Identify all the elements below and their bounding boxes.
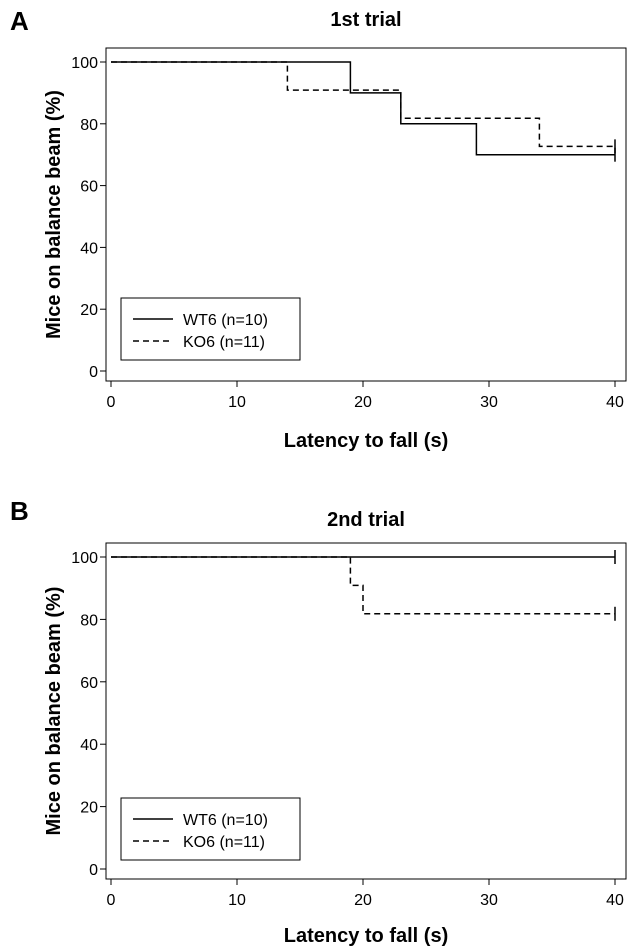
chart-panel-b: B 2nd trial 0 20 40 60 80 100 0 10 20 30 40 Latency t… (10, 496, 627, 947)
y-tick-label: 60 (80, 179, 98, 196)
x-tick-label: 20 (354, 394, 372, 411)
series-line-ko6 (111, 556, 615, 615)
x-tick-label: 0 (107, 394, 116, 411)
plot-frame (105, 47, 627, 382)
x-tick-label: 30 (480, 892, 498, 909)
legend: WT6 (n=10) KO6 (n=11) (120, 797, 301, 861)
y-axis-label: Mice on balance beam (%) (43, 90, 65, 339)
x-tick-label: 20 (354, 892, 372, 909)
x-tick-label: 10 (228, 892, 246, 909)
y-tick-label: 60 (80, 675, 98, 692)
y-tick-label: 100 (71, 55, 98, 72)
y-tick-label: 40 (80, 240, 98, 257)
y-tick-label: 0 (89, 862, 98, 879)
x-tick-label: 40 (606, 892, 624, 909)
chart-title: 2nd trial (327, 509, 405, 531)
x-tick-label: 0 (107, 892, 116, 909)
legend-label: WT6 (n=10) (183, 312, 268, 329)
y-axis-label: Mice on balance beam (%) (43, 587, 65, 836)
y-tick-label: 100 (71, 550, 98, 567)
chart-title: 1st trial (330, 9, 401, 31)
x-tick-label: 30 (480, 394, 498, 411)
panel-letter: B (10, 496, 29, 526)
y-tick-label: 20 (80, 302, 98, 319)
legend-label: KO6 (n=11) (183, 334, 265, 351)
legend-box (120, 297, 301, 361)
y-tick-label: 20 (80, 800, 98, 817)
y-tick-label: 80 (80, 612, 98, 629)
series-line-ko6 (111, 61, 615, 148)
x-axis-label: Latency to fall (s) (284, 430, 448, 452)
y-tick-label: 40 (80, 737, 98, 754)
y-tick-label: 80 (80, 117, 98, 134)
y-tick-label: 0 (89, 364, 98, 381)
legend-box (120, 797, 301, 861)
x-tick-label: 40 (606, 394, 624, 411)
chart-panel-a: A 1st trial 0 20 40 60 80 100 0 10 20 30 40 Latency t… (10, 6, 627, 452)
x-tick-label: 10 (228, 394, 246, 411)
legend-label: WT6 (n=10) (183, 812, 268, 829)
legend-label: KO6 (n=11) (183, 834, 265, 851)
series-line-wt6 (111, 61, 615, 156)
legend: WT6 (n=10) KO6 (n=11) (120, 297, 301, 361)
x-axis-label: Latency to fall (s) (284, 925, 448, 947)
plot-frame (105, 542, 627, 880)
panel-letter: A (10, 6, 29, 36)
